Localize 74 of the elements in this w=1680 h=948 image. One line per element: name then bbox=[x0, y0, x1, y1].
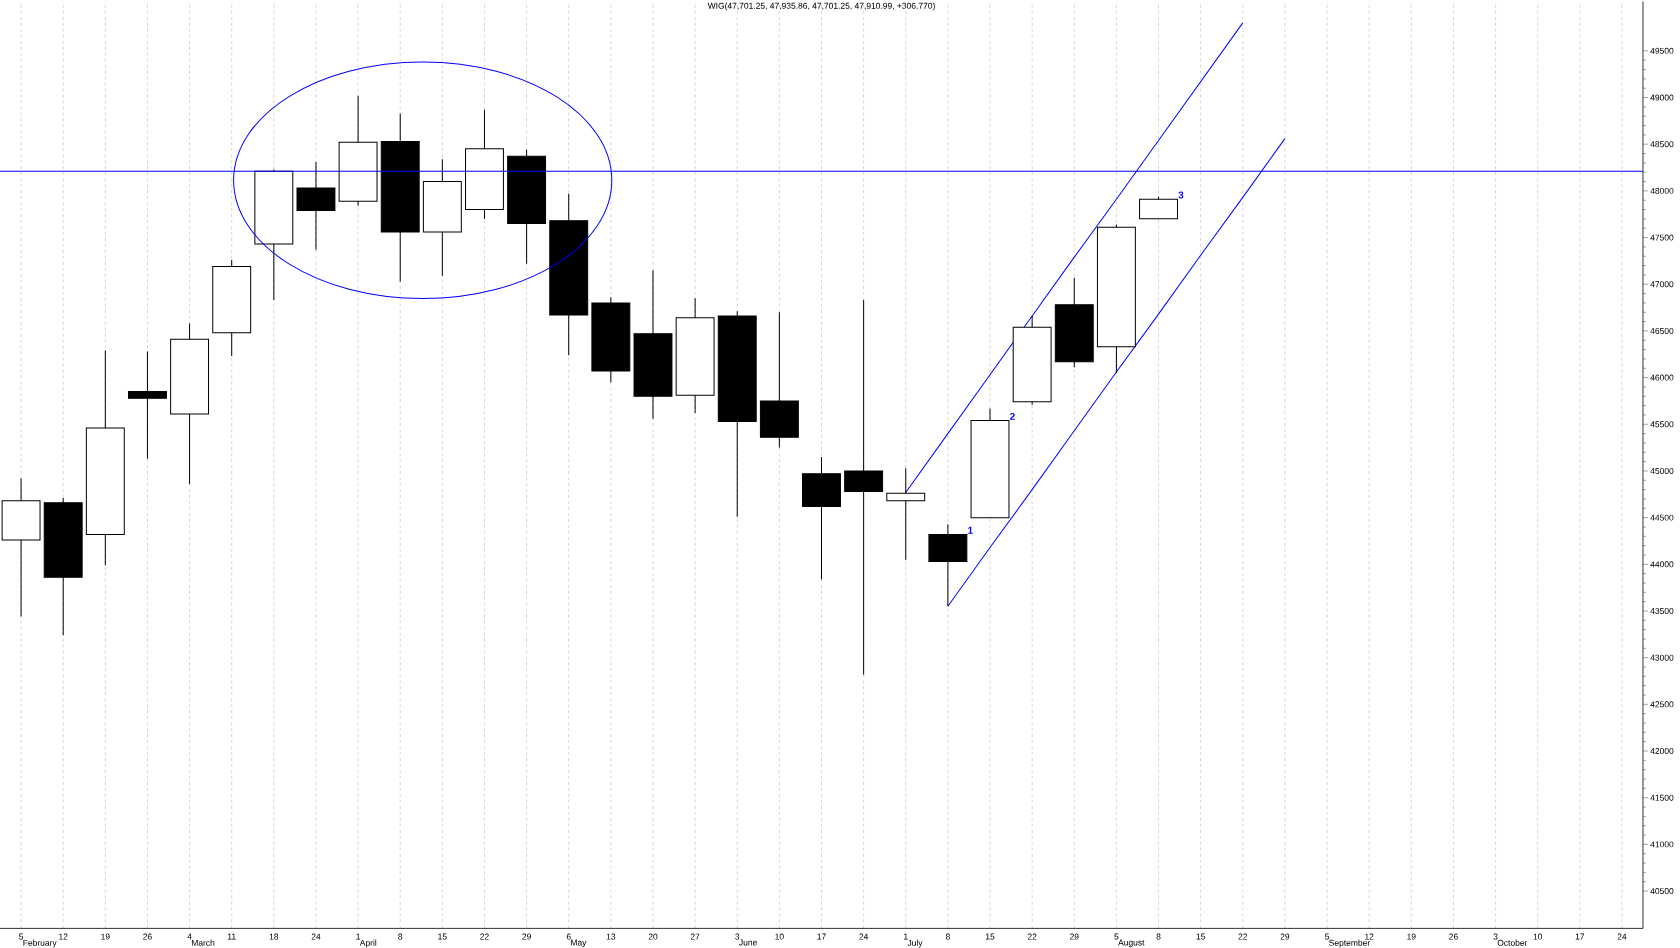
x-tick-label: 8 bbox=[398, 933, 403, 940]
x-tick-label: 15 bbox=[438, 933, 447, 940]
x-tick-label: 24 bbox=[1617, 933, 1627, 940]
text: 3 bbox=[1178, 191, 1184, 199]
x-tick-label: 1 bbox=[904, 933, 908, 940]
x-tick-label: 3 bbox=[735, 933, 740, 940]
x-tick-label: 15 bbox=[985, 933, 995, 940]
x-tick-label: 3 bbox=[1493, 933, 1498, 940]
x-tick-label: 12 bbox=[59, 933, 68, 940]
x-tick-label: 22 bbox=[1238, 933, 1248, 940]
text: 2 bbox=[1010, 412, 1015, 420]
x-tick-label: 19 bbox=[1407, 933, 1416, 940]
y2-tick-label: 43500 bbox=[1650, 607, 1674, 614]
text: October bbox=[1497, 939, 1528, 946]
text: April bbox=[359, 939, 377, 948]
x-tick-label: 17 bbox=[1575, 933, 1585, 940]
y2-tick-label: 48000 bbox=[1650, 187, 1674, 194]
x-tick-label: 27 bbox=[690, 933, 700, 940]
x-tick-label: 13 bbox=[606, 933, 616, 940]
chart-title: WIG(47,701.25, 47,935.86, 47,701.25, 47,910.99, +306.770) bbox=[707, 2, 935, 11]
text: June bbox=[739, 939, 757, 946]
y2-tick-label: 45000 bbox=[1650, 467, 1674, 474]
x-tick-label: 19 bbox=[101, 933, 110, 940]
y2-tick-label: 47500 bbox=[1650, 234, 1674, 241]
x-tick-label: 5 bbox=[19, 933, 24, 940]
x-tick-label: 29 bbox=[1280, 933, 1290, 940]
y2-tick-label: 41000 bbox=[1650, 841, 1674, 848]
candlestick bbox=[127, 350, 167, 460]
x-tick-label: 12 bbox=[1365, 933, 1374, 940]
x-tick-label: 11 bbox=[227, 933, 236, 940]
text: February bbox=[23, 939, 57, 948]
x-tick-label: 24 bbox=[859, 933, 869, 940]
x-tick-label: 10 bbox=[775, 933, 784, 940]
x-tick-label: 26 bbox=[1449, 933, 1458, 940]
y2-tick-label: 48500 bbox=[1650, 141, 1674, 148]
x-tick-label: 5 bbox=[1114, 933, 1119, 940]
y2-tick-label: 47000 bbox=[1650, 281, 1674, 288]
x-tick-label: 22 bbox=[480, 933, 489, 940]
candlestick bbox=[886, 467, 926, 561]
x-tick-label: 6 bbox=[566, 933, 571, 940]
y2-tick-label: 42000 bbox=[1650, 748, 1674, 755]
x-tick-label: 22 bbox=[1027, 933, 1037, 940]
y2-tick-label: 43000 bbox=[1650, 654, 1674, 661]
y2-tick-label: 45500 bbox=[1650, 421, 1674, 428]
x-tick-label: 20 bbox=[648, 933, 658, 940]
x-tick-label: 29 bbox=[1069, 933, 1079, 940]
x-tick-label: 4 bbox=[187, 933, 192, 940]
x-tick-label: 5 bbox=[1325, 933, 1330, 940]
y2-tick-label: 46500 bbox=[1650, 327, 1674, 334]
x-tick-label: 8 bbox=[945, 933, 950, 940]
y2-tick-label: 49000 bbox=[1650, 94, 1674, 101]
text: July bbox=[907, 939, 923, 948]
candlestick bbox=[844, 299, 884, 675]
x-tick-label: 18 bbox=[269, 933, 279, 940]
y2-tick-label: 40500 bbox=[1650, 888, 1674, 895]
x-tick-label: 8 bbox=[1156, 933, 1161, 940]
x-tick-label: 17 bbox=[817, 933, 826, 940]
y2-tick-label: 42500 bbox=[1650, 701, 1674, 708]
y2-tick-label: 49500 bbox=[1650, 47, 1674, 54]
y2-tick-label: 44000 bbox=[1650, 561, 1674, 568]
x-tick-label: 10 bbox=[1533, 933, 1543, 940]
x-tick-label: 15 bbox=[1196, 933, 1206, 940]
text: September bbox=[1329, 939, 1371, 948]
x-tick-label: 24 bbox=[311, 933, 321, 940]
y2-tick-label: 44500 bbox=[1650, 514, 1674, 521]
x-tick-label: 29 bbox=[522, 933, 531, 940]
y2-tick-label: 41500 bbox=[1650, 794, 1674, 801]
x-tick-label: 26 bbox=[143, 933, 152, 940]
text: August bbox=[1118, 939, 1145, 948]
text: March bbox=[191, 939, 215, 946]
text: 1 bbox=[968, 526, 973, 534]
x-tick-label: 1 bbox=[356, 933, 361, 940]
text: May bbox=[571, 939, 587, 948]
y2-tick-label: 46000 bbox=[1650, 374, 1674, 381]
